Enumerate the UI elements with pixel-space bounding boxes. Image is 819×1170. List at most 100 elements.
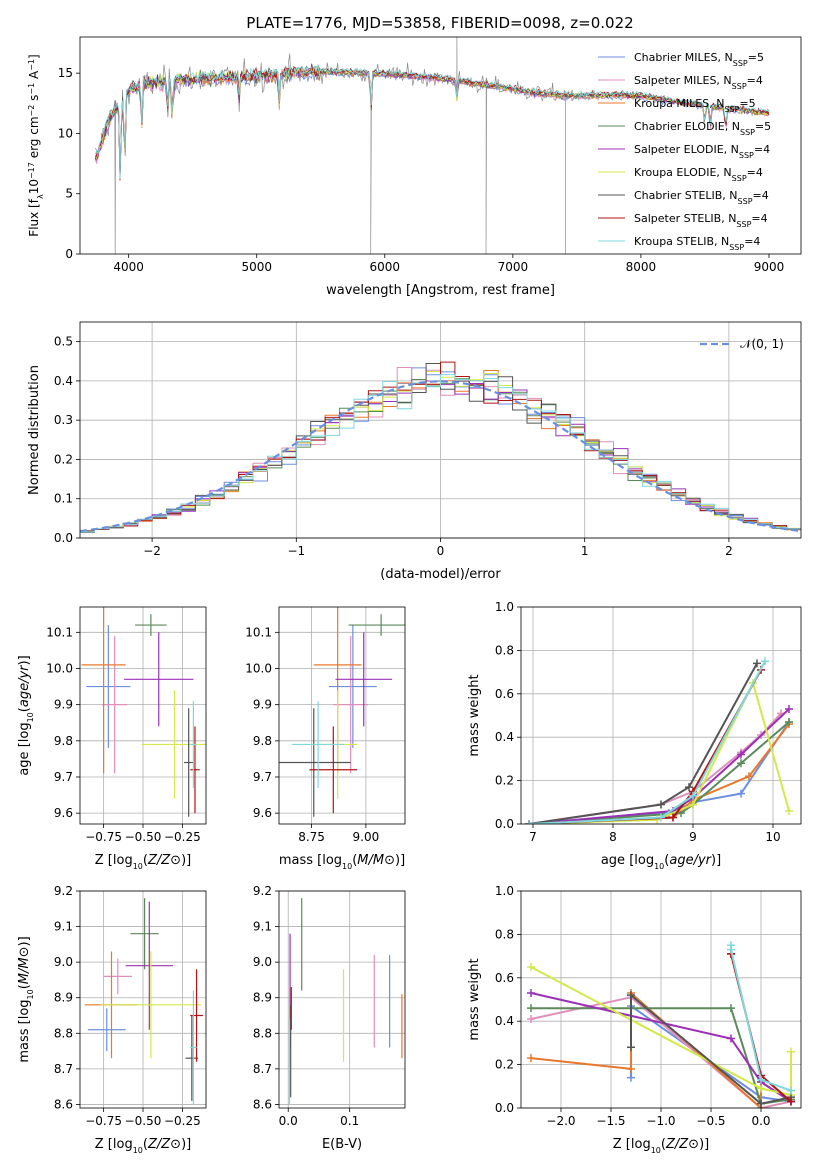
y-tick-label: 8.6 bbox=[253, 1097, 272, 1111]
y-tick-label: 9.9 bbox=[253, 698, 272, 712]
weight-point-marker bbox=[745, 772, 753, 781]
x-tick-label: 0 bbox=[437, 544, 445, 558]
y-tick-label: 0.6 bbox=[495, 687, 514, 701]
weight-point-marker bbox=[627, 1064, 635, 1073]
y-tick-label: 8.8 bbox=[54, 1026, 73, 1040]
weight-series-line bbox=[530, 966, 792, 1097]
x-tick-label: −0.25 bbox=[164, 1114, 201, 1128]
plot-frame bbox=[79, 890, 207, 1109]
x-tick-label: −0.75 bbox=[85, 1114, 122, 1128]
y-tick-label: 0.2 bbox=[495, 774, 514, 788]
weight-point-marker bbox=[787, 1097, 795, 1106]
weight-vs-age-panel: 7 8 9 10 0.0 0.2 0.4 0.6 0.8 1.0 age [log10(age/yr… bbox=[467, 600, 802, 871]
weight-point-marker bbox=[527, 962, 535, 971]
plot-frame bbox=[520, 890, 802, 1109]
figure-title: PLATE=1776, MJD=53858, FIBERID=0098, z=0… bbox=[246, 14, 633, 32]
weight-point-marker bbox=[737, 750, 745, 759]
y-tick-label: 9.1 bbox=[54, 920, 73, 934]
x-tick-label: 4000 bbox=[113, 260, 144, 274]
weight-point-marker bbox=[785, 806, 793, 815]
weight-series-line bbox=[528, 662, 758, 824]
plot-background bbox=[279, 607, 405, 824]
x-tick-label: 9 bbox=[689, 830, 697, 844]
plot-frame bbox=[278, 606, 406, 825]
y-tick-label: 9.7 bbox=[54, 770, 73, 784]
weight-series-line bbox=[528, 660, 766, 824]
weight-point-marker bbox=[657, 800, 665, 809]
legend-label: 𝒩(0, 1) bbox=[740, 337, 784, 351]
y-tick-label: 8.7 bbox=[253, 1062, 272, 1076]
weight-point-marker bbox=[787, 1086, 795, 1095]
y-tick-label: 9.0 bbox=[253, 955, 272, 969]
y-axis-label: mass weight bbox=[467, 674, 482, 756]
y-tick-label: 9.6 bbox=[54, 806, 73, 820]
x-tick-label: 10 bbox=[765, 830, 780, 844]
age-vs-metallicity-panel: −0.75 −0.50 −0.25 9.6 9.7 9.8 9.9 10.0 10.1 Z [lo… bbox=[17, 606, 207, 871]
x-tick-label: −2.0 bbox=[546, 1114, 575, 1128]
weight-point-marker bbox=[527, 1015, 535, 1024]
x-tick-label: 7000 bbox=[498, 260, 529, 274]
residual-histogram bbox=[80, 374, 801, 538]
x-tick-label: 9000 bbox=[754, 260, 785, 274]
y-tick-label: 0.0 bbox=[495, 817, 514, 831]
weight-point-marker bbox=[627, 1043, 635, 1052]
y-tick-label: 9.2 bbox=[253, 884, 272, 898]
weight-point-marker bbox=[669, 813, 677, 822]
y-axis-label: Flux [fλ10−17 erg cm−2 s−1 A−1] bbox=[27, 54, 45, 236]
x-tick-label: 8 bbox=[609, 830, 617, 844]
x-axis-label: Z [log10(Z/Z⊙)] bbox=[95, 1137, 191, 1155]
x-tick-label: 1 bbox=[581, 544, 589, 558]
mass-vs-metallicity-panel: −0.75 −0.50 −0.25 8.6 8.7 8.8 8.9 9.0 9.1 9.2 Z [l… bbox=[17, 884, 207, 1155]
y-tick-label: 0.4 bbox=[495, 730, 514, 744]
y-axis-label: mass [log10(M/M⊙)] bbox=[17, 936, 35, 1062]
age-vs-mass-panel: 8.75 9.00 9.6 9.7 9.8 9.9 10.0 10.1 mass [log10(… bbox=[245, 606, 406, 871]
x-tick-label: −0.75 bbox=[85, 830, 122, 844]
weight-point-marker bbox=[727, 1034, 735, 1043]
plot-frame bbox=[520, 606, 802, 825]
plot-area bbox=[288, 898, 403, 1105]
x-axis-label: Z [log10(Z/Z⊙)] bbox=[613, 1137, 709, 1155]
y-tick-label: 10.0 bbox=[46, 661, 73, 675]
y-tick-label: 9.6 bbox=[253, 806, 272, 820]
weight-vs-metallicity-panel: −2.0 −1.5 −1.0 −0.5 0.0 0.0 0.2 0.4 0.6 0.8 1.0 Z [… bbox=[467, 884, 802, 1155]
weight-point-marker bbox=[689, 800, 697, 809]
plot-frame bbox=[79, 36, 802, 255]
y-tick-label: 1.0 bbox=[495, 884, 514, 898]
legend-label: Kroupa MILES, NSSP=5 bbox=[634, 97, 756, 114]
weight-point-marker bbox=[737, 759, 745, 768]
y-tick-label: 0.6 bbox=[495, 971, 514, 985]
x-tick-label: 2 bbox=[725, 544, 733, 558]
x-tick-label: −0.5 bbox=[696, 1114, 725, 1128]
weight-point-marker bbox=[785, 704, 793, 713]
x-tick-label: 6000 bbox=[370, 260, 401, 274]
plot-area bbox=[525, 657, 793, 824]
x-tick-label: 0.0 bbox=[751, 1114, 770, 1128]
x-tick-label: 0.0 bbox=[279, 1114, 298, 1128]
x-tick-label: −1.0 bbox=[646, 1114, 675, 1128]
y-tick-label: 8.9 bbox=[253, 991, 272, 1005]
x-axis-label: mass [log10(M/M⊙)] bbox=[279, 853, 405, 871]
y-tick-label: 0.8 bbox=[495, 643, 514, 657]
legend-label: Chabrier STELIB, NSSP=4 bbox=[634, 189, 769, 206]
x-tick-label: −0.25 bbox=[164, 830, 201, 844]
weight-point-marker bbox=[525, 820, 533, 824]
y-axis-label: age [log10(age/yr)] bbox=[17, 655, 35, 775]
plot-area bbox=[81, 607, 206, 817]
plot-frame bbox=[79, 321, 802, 539]
y-tick-label: 0.5 bbox=[54, 335, 73, 349]
x-tick-label: −0.50 bbox=[125, 1114, 162, 1128]
weight-series-line bbox=[630, 993, 792, 1105]
y-tick-label: 10.1 bbox=[46, 625, 73, 639]
y-tick-label: 0.8 bbox=[495, 927, 514, 941]
x-tick-label: 5000 bbox=[241, 260, 272, 274]
x-tick-label: −1 bbox=[287, 544, 305, 558]
y-tick-label: 1.0 bbox=[495, 600, 514, 614]
y-tick-label: 0 bbox=[65, 247, 73, 261]
y-axis-label: mass weight bbox=[467, 958, 482, 1040]
y-tick-label: 8.6 bbox=[54, 1097, 73, 1111]
legend-label: Kroupa STELIB, NSSP=4 bbox=[634, 235, 760, 252]
plot-area bbox=[80, 361, 801, 538]
legend-label: Chabrier ELODIE, NSSP=5 bbox=[634, 120, 771, 137]
weight-point-marker bbox=[757, 1075, 765, 1084]
